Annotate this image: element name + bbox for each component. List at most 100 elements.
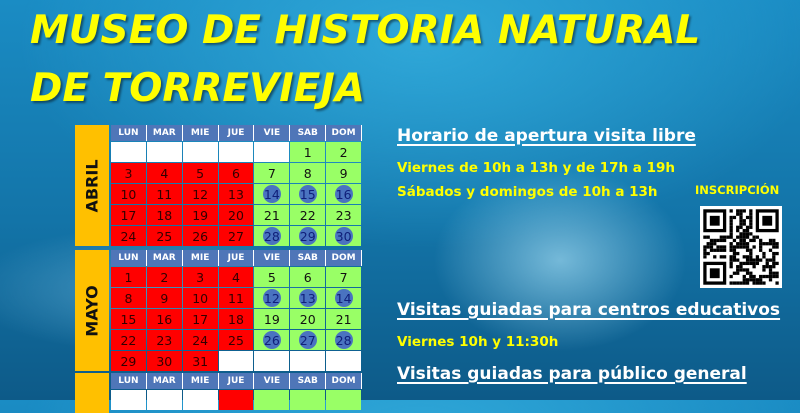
weekday-label: VIE <box>254 125 290 141</box>
weekday-label: DOM <box>326 373 362 389</box>
day-cell: 13 <box>218 184 254 204</box>
weekday-label: LUN <box>111 373 146 389</box>
guided-visit-day: 13 <box>298 289 317 307</box>
day-cell: 3 <box>182 267 218 287</box>
day-cell: 31 <box>182 351 218 371</box>
day-cell: 13 <box>290 288 326 308</box>
guided-visit-day: 27 <box>298 331 317 349</box>
day-cell: 17 <box>111 205 146 225</box>
day-cell: 16 <box>326 184 362 204</box>
day-cell: 9 <box>146 288 182 308</box>
weekday-label: LUN <box>111 250 146 266</box>
free-visit-hours-weekend: Sábados y domingos de 10h a 13h <box>397 184 658 200</box>
weekday-header: LUN MAR MIE JUE VIE SAB DOM <box>111 373 362 389</box>
day-cell: 22 <box>290 205 326 225</box>
empty-cell <box>326 351 362 371</box>
weekday-label: MAR <box>146 250 182 266</box>
day-cell <box>290 390 326 410</box>
weekday-label: JUE <box>218 250 254 266</box>
weekday-label: MIE <box>182 125 218 141</box>
day-cell: 6 <box>218 163 254 183</box>
weekday-label: LUN <box>111 125 146 141</box>
weekday-label: SAB <box>290 250 326 266</box>
day-cell: 16 <box>146 309 182 329</box>
weekday-label: SAB <box>290 373 326 389</box>
day-cell: 19 <box>182 205 218 225</box>
day-cell: 24 <box>111 226 146 246</box>
day-cell: 12 <box>254 288 290 308</box>
day-cell: 11 <box>146 184 182 204</box>
day-cell: 11 <box>218 288 254 308</box>
guided-visit-day: 14 <box>334 289 353 307</box>
weekday-header: LUN MAR MIE JUE VIE SAB DOM <box>111 250 362 266</box>
day-cell: 4 <box>218 267 254 287</box>
day-cell: 14 <box>326 288 362 308</box>
public-heading: Visitas guiadas para público general <box>397 364 747 384</box>
month-label: MAYO <box>75 250 109 371</box>
weekday-header: LUN MAR MIE JUE VIE SAB DOM <box>111 125 362 141</box>
week-row: 10 11 12 13 14 15 16 <box>111 184 362 204</box>
day-cell: 29 <box>111 351 146 371</box>
day-cell: 21 <box>254 205 290 225</box>
guided-visit-day: 29 <box>298 227 317 245</box>
weekday-label: MAR <box>146 373 182 389</box>
week-row <box>111 390 362 410</box>
guided-visit-day: 15 <box>298 185 317 203</box>
week-row: 22 23 24 25 26 27 28 <box>111 330 362 350</box>
month-name: MAYO <box>82 284 102 337</box>
day-cell: 10 <box>182 288 218 308</box>
weekday-label: VIE <box>254 373 290 389</box>
day-cell: 30 <box>146 351 182 371</box>
day-cell: 15 <box>111 309 146 329</box>
weekday-label: SAB <box>290 125 326 141</box>
day-cell: 2 <box>146 267 182 287</box>
day-cell: 21 <box>326 309 362 329</box>
day-cell: 8 <box>290 163 326 183</box>
guided-visit-day: 14 <box>262 185 281 203</box>
empty-cell <box>146 142 182 162</box>
day-cell: 25 <box>146 226 182 246</box>
day-cell <box>218 390 254 410</box>
empty-cell <box>290 351 326 371</box>
day-cell: 27 <box>290 330 326 350</box>
empty-cell <box>111 390 146 410</box>
day-cell: 7 <box>326 267 362 287</box>
day-cell: 5 <box>254 267 290 287</box>
day-cell: 28 <box>326 330 362 350</box>
poster-title-line1: MUSEO DE HISTORIA NATURAL <box>30 8 701 53</box>
week-row: 15 16 17 18 19 20 21 <box>111 309 362 329</box>
empty-cell <box>146 390 182 410</box>
guided-visit-day: 16 <box>334 185 353 203</box>
weekday-label: MAR <box>146 125 182 141</box>
schools-heading: Visitas guiadas para centros educativos <box>397 300 781 320</box>
day-cell: 19 <box>254 309 290 329</box>
day-cell: 28 <box>254 226 290 246</box>
day-cell: 1 <box>290 142 326 162</box>
day-cell: 26 <box>182 226 218 246</box>
day-cell: 6 <box>290 267 326 287</box>
day-cell: 17 <box>182 309 218 329</box>
day-cell: 1 <box>111 267 146 287</box>
day-cell: 30 <box>326 226 362 246</box>
day-cell: 18 <box>146 205 182 225</box>
week-row: 24 25 26 27 28 29 30 <box>111 226 362 246</box>
day-cell: 24 <box>182 330 218 350</box>
empty-cell <box>254 142 290 162</box>
day-cell: 15 <box>290 184 326 204</box>
day-cell: 9 <box>326 163 362 183</box>
empty-cell <box>218 351 254 371</box>
day-cell: 4 <box>146 163 182 183</box>
guided-visit-day: 28 <box>334 331 353 349</box>
day-cell <box>254 390 290 410</box>
weekday-label: DOM <box>326 125 362 141</box>
day-cell: 7 <box>254 163 290 183</box>
guided-visit-day: 12 <box>262 289 281 307</box>
weekday-label: JUE <box>218 125 254 141</box>
qr-code-icon[interactable] <box>700 206 782 288</box>
month-name: ABRIL <box>82 158 102 213</box>
day-cell: 27 <box>218 226 254 246</box>
day-cell: 8 <box>111 288 146 308</box>
weekday-label: MIE <box>182 250 218 266</box>
